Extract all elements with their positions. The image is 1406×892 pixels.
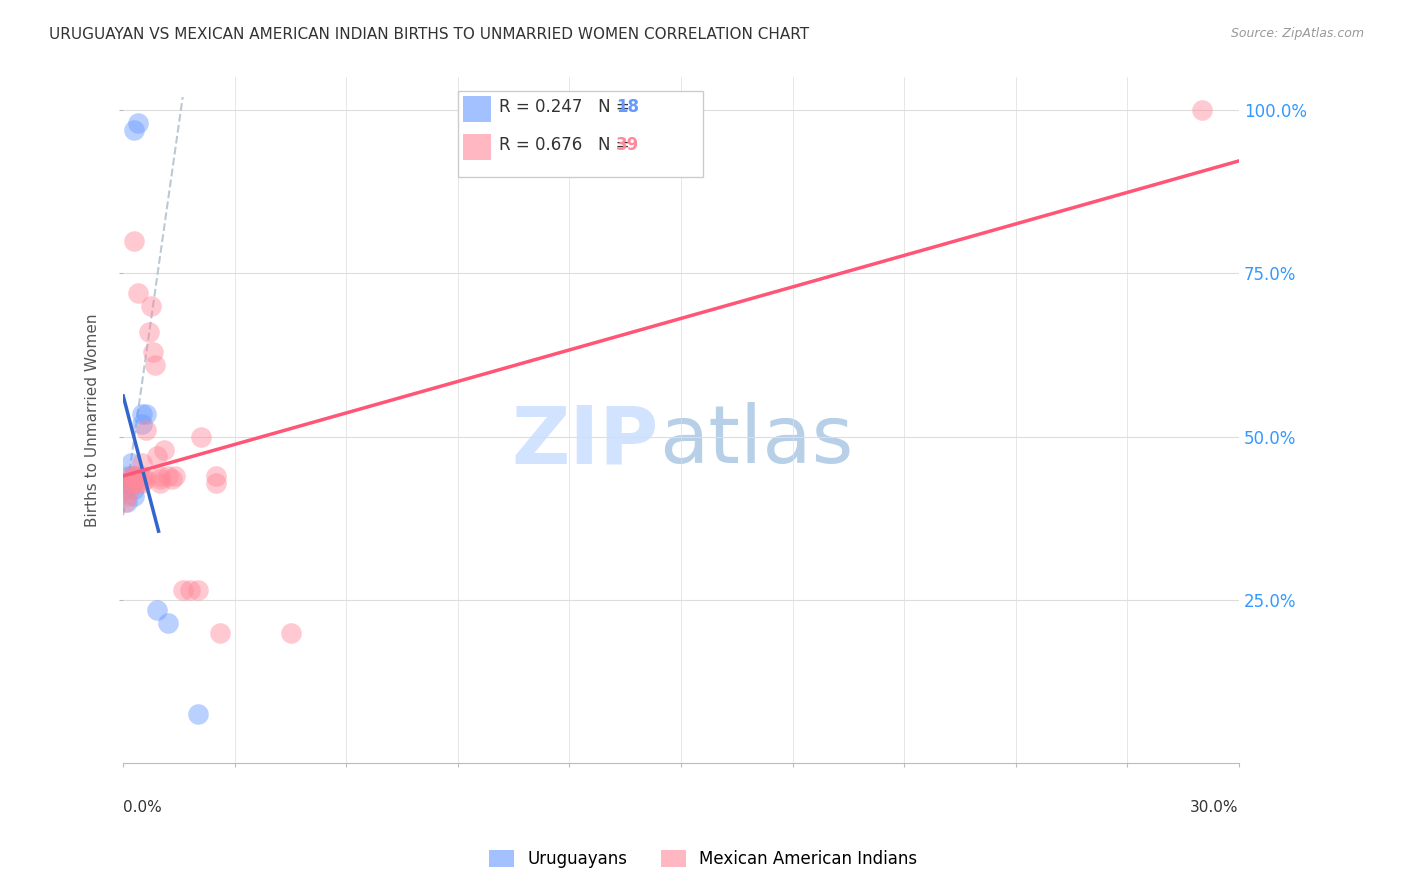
FancyBboxPatch shape [458,91,703,177]
Text: atlas: atlas [658,402,853,480]
Point [115,475,138,490]
Point [131,469,153,483]
Point [124,234,146,248]
Point [120,456,142,470]
Point [121,475,143,490]
Point [1191,103,1213,117]
Point [139,299,162,313]
Point [127,286,149,301]
Point [280,625,302,640]
Point [205,475,228,490]
Point [187,707,209,722]
Point [124,469,146,483]
Point [156,615,179,630]
Point [153,442,176,457]
Bar [464,134,491,160]
Point [149,469,172,483]
Point [114,495,136,509]
Point [172,583,194,598]
Point [127,116,149,130]
Point [145,450,167,464]
Point [127,469,149,483]
Point [135,423,157,437]
Point [121,469,143,483]
Point [165,469,187,483]
Point [190,430,212,444]
Point [135,472,157,486]
Point [131,472,153,486]
Point [208,625,231,640]
Point [120,475,142,490]
Text: 30.0%: 30.0% [1191,799,1239,814]
Point [145,603,167,617]
Point [179,583,201,598]
Point [143,358,166,372]
Text: R = 0.676   N =: R = 0.676 N = [499,136,636,153]
Point [124,489,146,503]
Point [160,472,183,486]
Point [120,469,142,483]
Y-axis label: Births to Unmarried Women: Births to Unmarried Women [86,314,100,527]
Point [131,417,153,431]
Point [115,489,138,503]
Point [124,472,146,486]
Point [117,469,139,483]
Text: 39: 39 [616,136,640,153]
Point [138,325,160,339]
Point [115,495,138,509]
Text: URUGUAYAN VS MEXICAN AMERICAN INDIAN BIRTHS TO UNMARRIED WOMEN CORRELATION CHART: URUGUAYAN VS MEXICAN AMERICAN INDIAN BIR… [49,27,810,42]
Point [124,482,146,496]
Point [120,475,142,490]
Point [131,475,153,490]
Text: 18: 18 [616,98,640,116]
Point [156,469,179,483]
Point [124,122,146,136]
Point [205,469,228,483]
Bar [464,96,491,122]
Legend: Uruguayans, Mexican American Indians: Uruguayans, Mexican American Indians [482,843,924,875]
Point [187,583,209,598]
Point [114,482,136,496]
Point [149,475,172,490]
Point [118,482,141,496]
Point [142,344,165,359]
Point [135,407,157,421]
Text: ZIP: ZIP [512,402,658,480]
Text: R = 0.247   N =: R = 0.247 N = [499,98,636,116]
Point [118,475,141,490]
Point [127,475,149,490]
Text: Source: ZipAtlas.com: Source: ZipAtlas.com [1230,27,1364,40]
Point [131,407,153,421]
Text: 0.0%: 0.0% [124,799,162,814]
Point [149,472,172,486]
Point [131,456,153,470]
